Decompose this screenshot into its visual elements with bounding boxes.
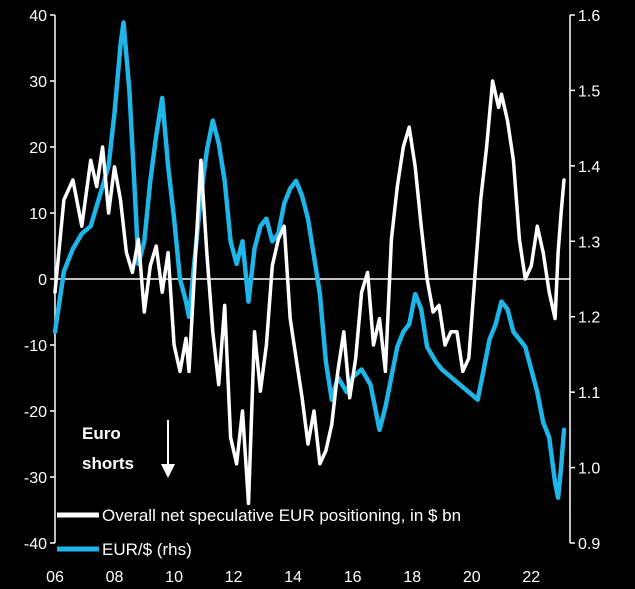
x-tick-label: 08 bbox=[106, 569, 124, 586]
legend-label-positioning: Overall net speculative EUR positioning,… bbox=[102, 506, 461, 525]
right-tick-label: 1.5 bbox=[578, 83, 600, 100]
right-tick-label: 1.6 bbox=[578, 8, 600, 25]
right-tick-label: 1.0 bbox=[578, 461, 600, 478]
legend-label-eurusd: EUR/$ (rhs) bbox=[102, 540, 192, 559]
right-tick-label: 1.1 bbox=[578, 385, 600, 402]
down-arrow-icon bbox=[161, 420, 175, 478]
left-tick-label: -30 bbox=[24, 470, 47, 487]
left-tick-label: 30 bbox=[29, 74, 47, 91]
left-tick-label: 10 bbox=[29, 206, 47, 223]
left-axis-ticks: -40 -30 -20 -10 0 10 20 30 40 bbox=[24, 8, 55, 553]
right-tick-label: 1.2 bbox=[578, 310, 600, 327]
right-tick-label: 0.9 bbox=[578, 536, 600, 553]
x-tick-label: 16 bbox=[344, 569, 362, 586]
x-tick-label: 14 bbox=[284, 569, 302, 586]
right-tick-label: 1.4 bbox=[578, 159, 600, 176]
legend-item-eurusd: EUR/$ (rhs) bbox=[57, 540, 192, 559]
left-tick-label: 0 bbox=[38, 272, 47, 289]
annotation-line-1: Euro bbox=[82, 424, 121, 443]
right-tick-label: 1.3 bbox=[578, 234, 600, 251]
x-tick-label: 22 bbox=[522, 569, 540, 586]
left-tick-label: -20 bbox=[24, 404, 47, 421]
series-line-positioning bbox=[53, 79, 566, 506]
x-axis-ticks: 06 08 10 12 14 16 18 20 22 bbox=[46, 569, 540, 586]
series-line-eurusd bbox=[52, 20, 567, 500]
left-tick-label: -40 bbox=[24, 536, 47, 553]
x-tick-label: 12 bbox=[225, 569, 243, 586]
legend-item-positioning: Overall net speculative EUR positioning,… bbox=[57, 506, 461, 525]
legend: Overall net speculative EUR positioning,… bbox=[57, 506, 461, 559]
x-tick-label: 10 bbox=[165, 569, 183, 586]
annotation-line-2: shorts bbox=[82, 454, 134, 473]
x-tick-label: 18 bbox=[403, 569, 421, 586]
annotation: Euro shorts bbox=[82, 420, 175, 478]
x-tick-label: 06 bbox=[46, 569, 64, 586]
right-axis-ticks: 0.9 1.0 1.1 1.2 1.3 1.4 1.5 1.6 bbox=[570, 8, 600, 553]
left-tick-label: 40 bbox=[29, 8, 47, 25]
series-layer bbox=[52, 20, 567, 506]
left-tick-label: -10 bbox=[24, 338, 47, 355]
left-tick-label: 20 bbox=[29, 140, 47, 157]
x-tick-label: 20 bbox=[463, 569, 481, 586]
